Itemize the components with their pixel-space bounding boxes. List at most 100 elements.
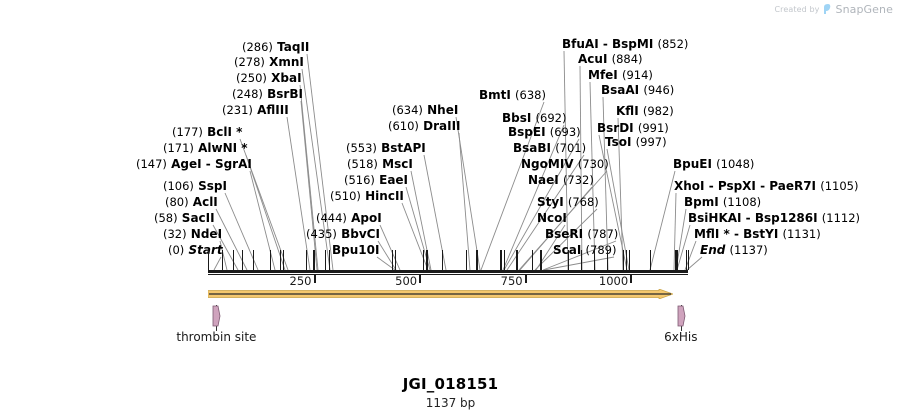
ruler-site-tick [241, 250, 243, 270]
ruler-bar [208, 270, 688, 273]
site-position: (982) [642, 104, 674, 118]
restriction-site-label[interactable]: (610) DraIII [388, 120, 461, 132]
restriction-site-label[interactable]: (248) BsrBI [232, 88, 303, 100]
ruler-site-tick [208, 250, 209, 270]
site-name: MflI * [694, 227, 730, 241]
site-name: PaeR7I [769, 179, 817, 193]
site-name: HincII [365, 189, 404, 203]
site-name: BspMI [612, 37, 654, 51]
restriction-site-label[interactable]: BsiHKAI - Bsp1286I (1112) [688, 212, 860, 224]
ruler-site-tick [325, 250, 327, 270]
site-name: AgeI [171, 157, 202, 171]
restriction-site-label[interactable]: (553) BstAPI [346, 142, 426, 154]
site-name: BclI * [207, 125, 243, 139]
ruler-major-tick [524, 275, 527, 283]
ruler-site-tick [650, 250, 652, 270]
ruler-site-tick [232, 250, 234, 270]
restriction-site-label[interactable]: KflI (982) [616, 105, 674, 117]
site-position: (231) [222, 103, 253, 117]
ruler-site-tick [517, 250, 518, 270]
restriction-site-label[interactable]: (634) NheI [392, 104, 458, 116]
site-position: (171) [163, 141, 194, 155]
restriction-site-label[interactable]: XhoI - PspXI - PaeR7I (1105) [674, 180, 858, 192]
restriction-site-label[interactable]: (80) AclI [165, 196, 218, 208]
restriction-site-label[interactable]: End (1137) [700, 244, 768, 256]
site-name: SacII [181, 211, 215, 225]
restriction-site-label[interactable]: BsaAI (946) [601, 84, 674, 96]
restriction-site-label[interactable]: (278) XmnI [234, 56, 304, 68]
site-name-separator: - [755, 179, 770, 193]
ruler-site-tick [500, 250, 502, 270]
restriction-site-label[interactable]: BspEI (693) [508, 126, 581, 138]
restriction-site-label[interactable]: (286) TaqII [242, 41, 309, 53]
site-name: AcuI [578, 52, 608, 66]
ruler-site-tick [541, 250, 543, 270]
restriction-site-label[interactable]: AcuI (884) [578, 53, 643, 65]
restriction-site-label[interactable]: BfuAI - BspMI (852) [562, 38, 688, 50]
site-name: NaeI [528, 173, 559, 187]
restriction-site-label[interactable]: (58) SacII [154, 212, 215, 224]
restriction-site-label[interactable]: ScaI (789) [553, 244, 616, 256]
site-position: (852) [657, 37, 689, 51]
ruler-site-tick [607, 250, 609, 270]
restriction-site-label[interactable]: (510) HincII [330, 190, 404, 202]
restriction-site-label[interactable]: BseRI (787) [545, 228, 618, 240]
site-name: BfuAI [562, 37, 599, 51]
restriction-site-label[interactable]: BpuEI (1048) [673, 158, 754, 170]
restriction-site-label[interactable]: (231) AflIII [222, 104, 289, 116]
site-name: NgoMIV [521, 157, 574, 171]
ruler-site-tick [270, 250, 272, 270]
ruler-bar-shadow [208, 274, 688, 275]
restriction-site-label[interactable]: (171) AlwNI * [163, 142, 248, 154]
feature-marker[interactable] [677, 305, 686, 327]
ruler-site-tick [280, 250, 282, 270]
site-name: BpmI [684, 195, 719, 209]
ruler-site-tick [305, 250, 307, 270]
ruler-site-tick [516, 250, 518, 270]
restriction-site-label[interactable]: (516) EaeI [344, 174, 408, 186]
restriction-site-label[interactable]: StyI (768) [537, 196, 599, 208]
site-position: (516) [344, 173, 375, 187]
restriction-site-label[interactable]: Bpu10I [332, 244, 379, 256]
restriction-site-label[interactable]: (250) XbaI [236, 72, 302, 84]
site-name: DraIII [423, 119, 461, 133]
restriction-site-label[interactable]: (435) BbvCI [306, 228, 380, 240]
ruler-site-tick [391, 250, 393, 270]
site-position: (278) [234, 55, 265, 69]
site-position: (610) [388, 119, 419, 133]
restriction-site-label[interactable]: (0) Start [168, 244, 223, 256]
site-position: (884) [611, 52, 643, 66]
restriction-site-label[interactable]: BpmI (1108) [684, 196, 761, 208]
restriction-site-label[interactable]: BmtI (638) [479, 89, 546, 101]
page-title: JGI_018151 [402, 375, 499, 393]
restriction-site-label[interactable]: (32) NdeI [163, 228, 222, 240]
ruler-tick-label: 750 [500, 274, 523, 288]
restriction-site-label[interactable]: (106) SspI [163, 180, 227, 192]
feature-marker[interactable] [212, 305, 221, 327]
restriction-site-label[interactable]: (177) BclI * [172, 126, 242, 138]
restriction-site-label[interactable]: MflI * - BstYI (1131) [694, 228, 821, 240]
ruler-site-tick [395, 250, 397, 270]
restriction-site-label[interactable]: TsoI (997) [605, 136, 667, 148]
restriction-site-label[interactable]: NgoMIV (730) [521, 158, 609, 170]
restriction-site-label[interactable]: BsrDI (991) [597, 122, 669, 134]
ruler-site-tick [282, 250, 284, 270]
site-name: BsiHKAI [688, 211, 742, 225]
site-name: PspXI [717, 179, 756, 193]
orf-arrow[interactable] [208, 289, 673, 299]
site-name: KflI [616, 104, 639, 118]
restriction-site-label[interactable]: NaeI (732) [528, 174, 594, 186]
restriction-site-label[interactable]: MfeI (914) [588, 69, 653, 81]
site-position: (553) [346, 141, 377, 155]
site-position: (1137) [729, 243, 768, 257]
ruler-tick-label: 250 [289, 274, 312, 288]
site-position: (286) [242, 40, 273, 54]
restriction-site-label[interactable]: NcoI [537, 212, 567, 224]
restriction-site-label[interactable]: (147) AgeI - SgrAI [136, 158, 252, 170]
restriction-site-label[interactable]: BbsI (692) [502, 112, 566, 124]
restriction-site-label[interactable]: BsaBI (701) [513, 142, 586, 154]
restriction-site-label[interactable]: (518) MscI [347, 158, 413, 170]
restriction-site-label[interactable]: (444) ApoI [316, 212, 382, 224]
ruler-site-tick [313, 250, 315, 270]
site-name: NcoI [537, 211, 567, 225]
